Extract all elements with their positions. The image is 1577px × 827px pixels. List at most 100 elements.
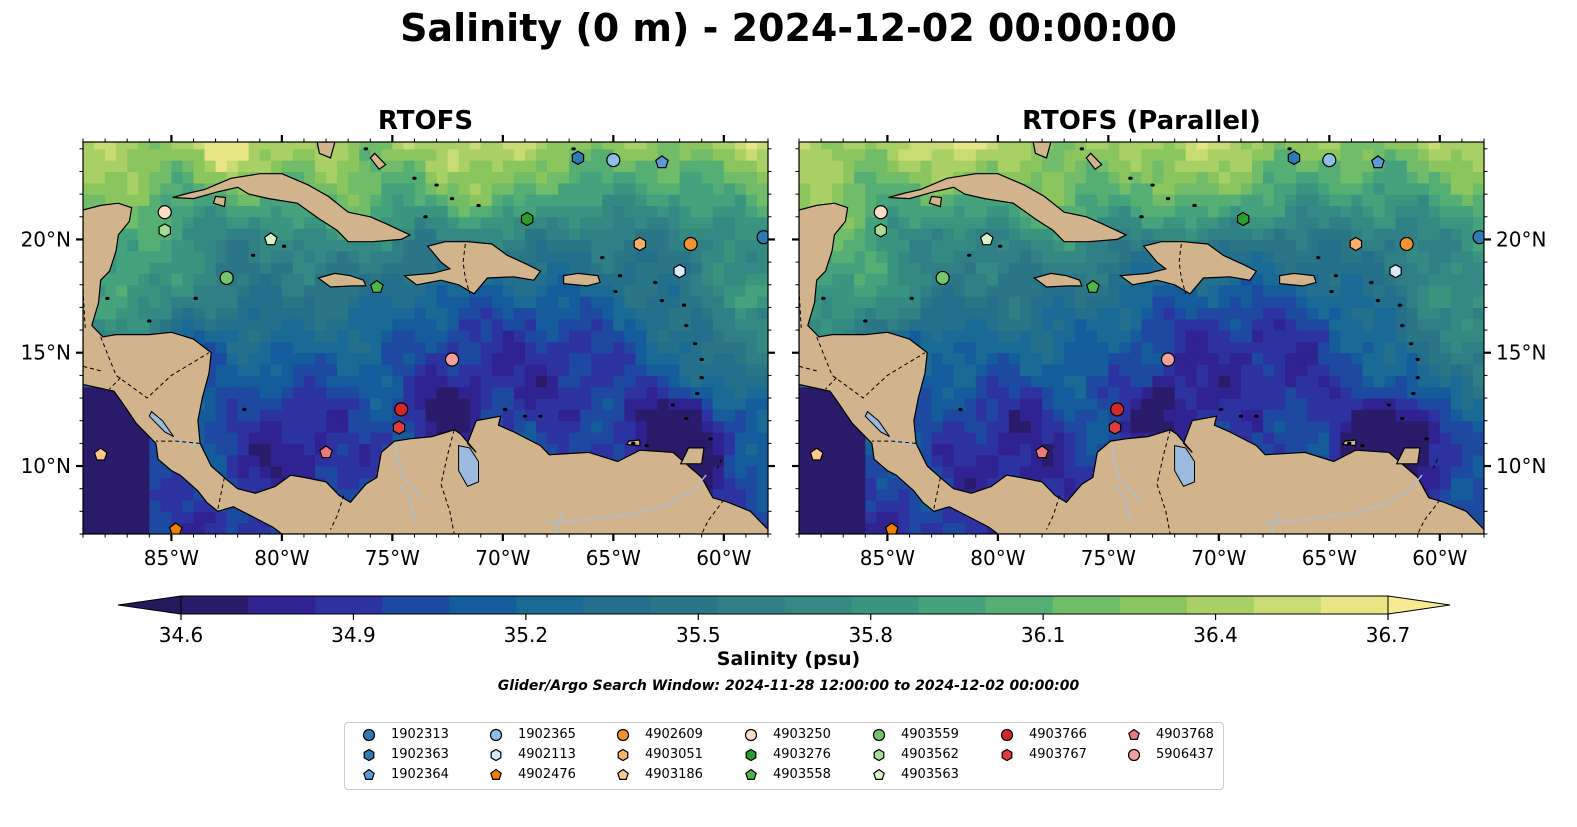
lon-tick-label: 85°W <box>860 546 915 570</box>
float-marker-1902364 <box>655 155 669 169</box>
colorbar-tick-label: 35.5 <box>676 623 721 647</box>
float-marker-4903559 <box>935 270 950 286</box>
float-marker-4903276 <box>520 211 534 227</box>
hexagon-marker-icon <box>617 748 629 762</box>
circle-marker-icon <box>744 728 758 742</box>
map-figure: 85°W 80°W 75°W 70°W 65°W 60°W 10°N 15°N 20°N 85°… <box>21 135 1546 647</box>
float-marker-4903768 <box>319 445 333 459</box>
float-marker-4903051 <box>1349 236 1363 252</box>
float-marker-1902313 <box>756 230 768 245</box>
lat-tick-label: 10°N <box>1496 454 1546 478</box>
lon-tick-label: 85°W <box>144 546 199 570</box>
pentagon-marker-icon <box>1128 728 1140 740</box>
map-panel-rtofs-parallel: 85°W 80°W 75°W 70°W 65°W 60°W 10°N 15°N 20°N <box>792 135 1546 570</box>
legend-label: 4903250 <box>773 727 831 742</box>
legend-label: 4903559 <box>901 727 959 742</box>
float-marker-4903768 <box>1035 445 1049 459</box>
float-marker-4903767 <box>1108 420 1122 435</box>
legend-label: 4902113 <box>518 747 576 762</box>
float-marker-4903562 <box>874 223 888 238</box>
lon-tick-label: 65°W <box>586 546 641 570</box>
legend-label: 4903186 <box>645 767 703 782</box>
float-legend: 1902313 1902363 1902364 1902365 4902113 49024… <box>344 722 1224 790</box>
float-marker-4903766 <box>1110 402 1125 417</box>
lat-tick-label: 20°N <box>21 227 71 251</box>
hexagon-marker-icon <box>745 748 757 762</box>
float-marker-1902363 <box>1287 150 1301 166</box>
legend-label: 4903558 <box>773 767 831 782</box>
legend-label: 4903766 <box>1029 727 1087 742</box>
lon-tick-label: 60°W <box>696 546 751 570</box>
float-marker-5906437 <box>1160 352 1176 367</box>
lon-tick-label: 70°W <box>1191 546 1246 570</box>
circle-marker-icon <box>1127 748 1141 762</box>
float-marker-4902476 <box>884 522 899 534</box>
float-marker-1902365 <box>1322 153 1337 168</box>
panel-title-rtofs-parallel: RTOFS (Parallel) <box>1022 106 1261 136</box>
float-marker-4903186 <box>809 447 824 461</box>
lat-tick-label: 20°N <box>1496 227 1546 251</box>
float-marker-4903250 <box>157 205 172 220</box>
legend-label: 1902313 <box>391 727 449 742</box>
map-panel-rtofs: 85°W 80°W 75°W 70°W 65°W 60°W 10°N 15°N 20°N <box>21 135 775 570</box>
legend-label: 4903768 <box>1156 727 1214 742</box>
colorbar-tick-label: 34.6 <box>159 623 204 647</box>
panel-title-rtofs: RTOFS <box>377 106 474 136</box>
lon-tick-label: 75°W <box>365 546 420 570</box>
float-marker-4902113 <box>1389 264 1402 279</box>
colorbar-tick-label: 36.1 <box>1021 623 1066 647</box>
float-marker-4903558 <box>1085 279 1100 293</box>
float-marker-4903563 <box>263 232 278 246</box>
legend-label: 4903051 <box>645 747 703 762</box>
circle-marker-icon <box>1000 728 1014 742</box>
circle-marker-icon <box>362 728 376 742</box>
lon-tick-label: 70°W <box>475 546 530 570</box>
float-marker-4903563 <box>979 232 994 246</box>
float-marker-4902609 <box>1399 236 1414 252</box>
pentagon-marker-icon <box>873 768 885 780</box>
legend-label: 4902476 <box>518 767 576 782</box>
lon-tick-label: 80°W <box>970 546 1025 570</box>
search-window-note: Glider/Argo Search Window: 2024-11-28 12… <box>497 678 1080 694</box>
legend-label: 4903562 <box>901 747 959 762</box>
lon-tick-label: 65°W <box>1302 546 1357 570</box>
float-marker-4903276 <box>1236 211 1250 227</box>
circle-marker-icon <box>616 728 630 742</box>
colorbar-tick-label: 35.2 <box>504 623 549 647</box>
circle-marker-icon <box>872 728 886 742</box>
colorbar-tick-label: 36.7 <box>1366 623 1411 647</box>
lon-tick-label: 80°W <box>254 546 309 570</box>
legend-label: 1902363 <box>391 747 449 762</box>
float-marker-1902363 <box>571 150 585 166</box>
float-marker-4903559 <box>219 270 234 286</box>
float-marker-4903250 <box>873 205 888 220</box>
pentagon-marker-icon <box>363 768 375 780</box>
float-marker-1902365 <box>606 153 621 168</box>
hexagon-marker-icon <box>873 748 885 762</box>
lon-tick-label: 75°W <box>1081 546 1136 570</box>
float-marker-1902313 <box>1472 230 1484 245</box>
legend-label: 4903276 <box>773 747 831 762</box>
legend-label: 1902364 <box>391 767 449 782</box>
hexagon-marker-icon <box>363 748 375 762</box>
figure-title: Salinity (0 m) - 2024-12-02 00:00:00 <box>400 6 1177 50</box>
circle-marker-icon <box>489 728 503 742</box>
pentagon-marker-icon <box>745 768 757 780</box>
pentagon-marker-icon <box>617 768 629 780</box>
float-marker-5906437 <box>444 352 460 367</box>
colorbar-tick-label: 34.9 <box>331 623 376 647</box>
colorbar: 34.6 34.9 35.2 35.5 35.8 36.1 36.4 36.7 <box>117 595 1451 647</box>
float-marker-4903186 <box>93 447 108 461</box>
float-marker-1902364 <box>1371 155 1385 169</box>
colorbar-label: Salinity (psu) <box>716 648 861 670</box>
float-marker-4902609 <box>683 236 698 252</box>
legend-label: 1902365 <box>518 727 576 742</box>
hexagon-marker-icon <box>1001 748 1013 762</box>
lon-tick-label: 60°W <box>1412 546 1467 570</box>
float-marker-4903562 <box>158 223 171 238</box>
legend-label: 4903767 <box>1029 747 1087 762</box>
float-marker-4902113 <box>673 264 686 279</box>
hexagon-marker-icon <box>490 748 502 762</box>
float-marker-4902476 <box>168 522 183 534</box>
float-marker-4903767 <box>392 420 406 435</box>
